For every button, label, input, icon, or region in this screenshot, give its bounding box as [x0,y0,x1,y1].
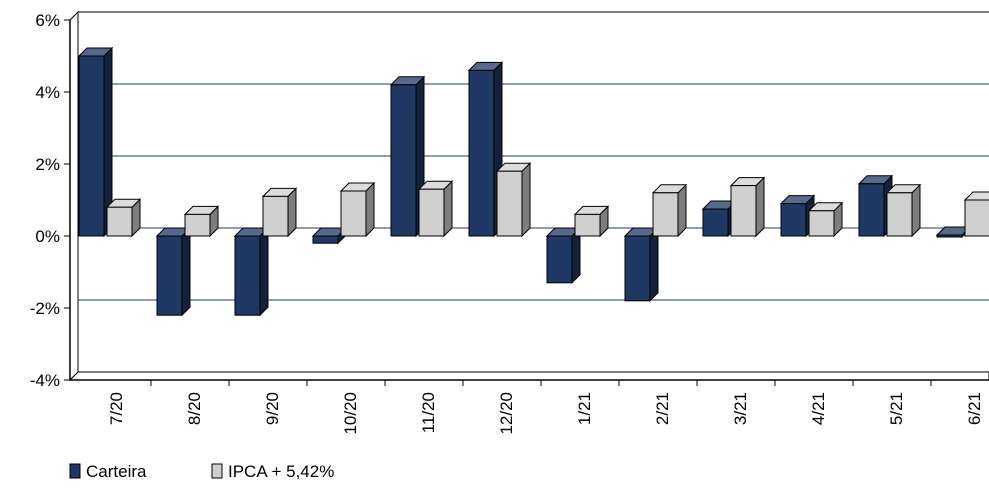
legend-label: IPCA + 5,42% [228,462,334,481]
bar-ipca-2-21 [651,183,688,238]
x-tick-label: 8/20 [185,392,204,425]
x-tick-label: 4/21 [809,392,828,425]
gridlines [77,11,989,373]
axes [64,10,989,386]
bar-carteira-1-21 [545,226,582,285]
legend-item-carteira: Carteira [69,462,147,481]
bar-ipca-7-20 [105,197,142,238]
x-tick-label: 3/21 [731,392,750,425]
x-tick-label: 5/21 [887,392,906,425]
bar-ipca-10-20 [339,181,376,238]
bar-ipca-12-20 [495,161,532,238]
x-tick-label: 1/21 [575,392,594,425]
x-tick-label: 9/20 [263,392,282,425]
bar-ipca-3-21 [729,176,766,238]
bar-carteira-9-20 [233,226,270,317]
y-tick-label: 2% [35,155,60,174]
y-tick-label: -4% [30,371,60,390]
bar-ipca-5-21 [885,183,922,238]
x-tick-label: 11/20 [419,392,438,433]
bar-carteira-12-20 [467,61,504,238]
bar-ipca-11-20 [417,179,454,238]
bar-carteira-2-21 [623,226,660,303]
x-tick-label: 10/20 [341,392,360,435]
legend: Carteira IPCA + 5,42% [69,462,334,481]
bar-ipca-1-21 [573,205,610,238]
bar-carteira-8-20 [155,226,192,317]
x-tick-label: 12/20 [497,392,516,435]
plot-side-wall [69,10,79,382]
bar-ipca-4-21 [807,201,844,238]
x-tick-label: 7/20 [107,392,126,425]
y-tick-label: 6% [35,11,60,30]
legend-item-ipca: IPCA + 5,42% [211,462,334,481]
legend-label: Carteira [86,462,147,481]
y-tick-labels: -4% -2% 0% 2% 4% 6% [30,11,60,390]
bar-ipca-8-20 [183,205,220,238]
plot-floor [68,371,989,381]
x-tick-label: 6/21 [965,392,984,425]
y-tick-label: 4% [35,83,60,102]
bars [77,46,989,317]
x-tick-label: 2/21 [653,392,672,425]
legend-swatch [69,463,81,479]
legend-swatch [211,463,223,479]
y-tick-label: 0% [35,227,60,246]
bar-ipca-6-21 [963,191,989,237]
x-tick-labels: 7/20 8/20 9/20 10/20 11/20 12/20 1/21 2/21 3/21 4… [107,392,984,435]
plot-back-wall [77,11,989,373]
bar-ipca-9-20 [261,187,298,238]
y-tick-label: -2% [30,299,60,318]
